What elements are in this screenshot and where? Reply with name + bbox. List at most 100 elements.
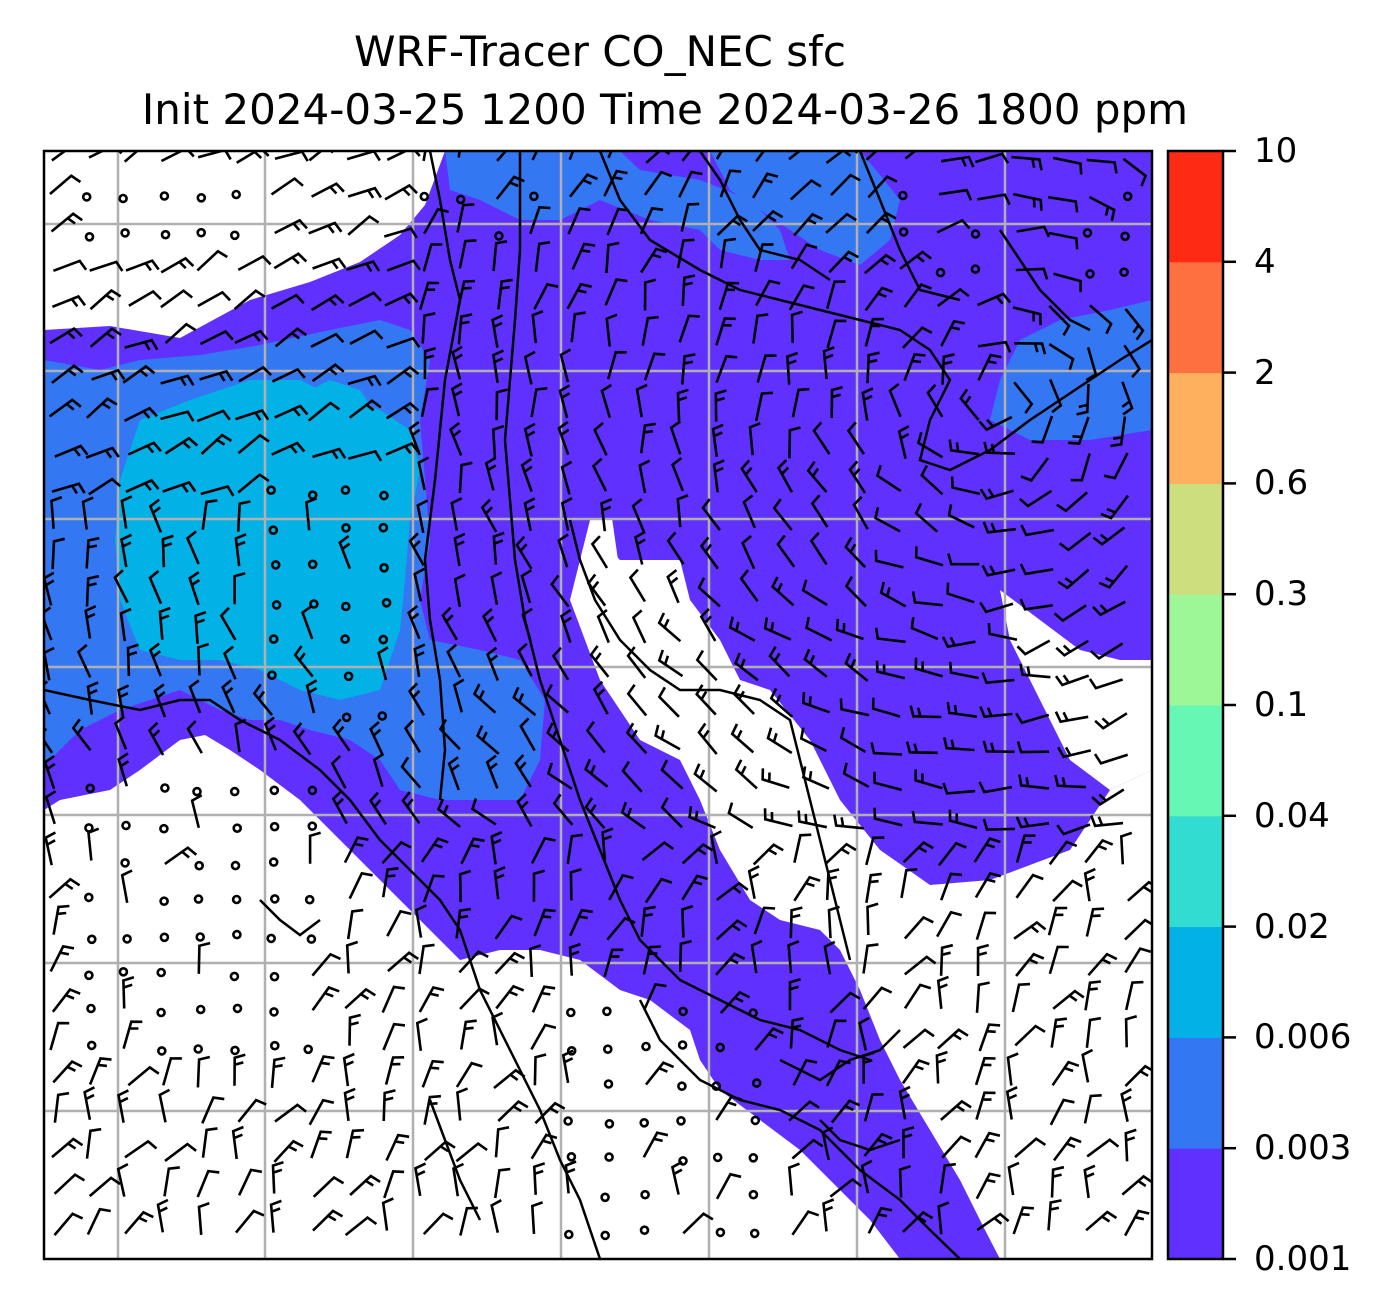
wind-barb (481, 608, 498, 642)
wind-barb (805, 616, 833, 642)
calm-marker (935, 267, 946, 278)
wind-barb (271, 367, 306, 383)
wind-barb (1019, 598, 1053, 611)
wind-barb (422, 1212, 454, 1236)
wind-barb (49, 326, 83, 345)
wind-barb (332, 718, 351, 752)
wind-barb (788, 978, 801, 1011)
calm-marker (677, 1040, 688, 1050)
wind-barb (605, 241, 620, 274)
map-title: WRF-Tracer CO_NEC sfc (354, 27, 846, 76)
wind-barb (470, 798, 497, 826)
wind-barb (51, 151, 84, 162)
wind-barb (763, 617, 792, 641)
wind-barb (44, 606, 53, 641)
wind-barb (939, 943, 954, 976)
map-frame (42, 149, 1154, 1261)
wind-barb (221, 679, 236, 714)
wind-barb (788, 426, 801, 459)
wind-barb (52, 1059, 83, 1084)
calm-marker (307, 785, 318, 796)
wind-barb (1016, 741, 1050, 754)
calm-marker (160, 783, 170, 793)
wind-barb (754, 279, 781, 307)
wind-barb (368, 791, 387, 826)
wind-barb (1085, 907, 1105, 937)
calm-marker (156, 1007, 166, 1018)
wind-barb (770, 576, 795, 607)
wind-barb (1103, 452, 1129, 480)
colorbar-label: 0.006 (1254, 1017, 1352, 1057)
calm-marker (640, 1189, 650, 1200)
wind-barb (901, 326, 933, 349)
wind-barb (497, 278, 513, 310)
wind-barb (386, 365, 420, 385)
calm-marker (192, 786, 202, 797)
wind-barb (940, 1099, 972, 1121)
wind-barb (639, 206, 664, 235)
wind-barb (1048, 945, 1069, 975)
wind-barb (458, 869, 472, 903)
wind-barb (719, 990, 751, 1014)
calm-marker (84, 892, 94, 903)
wind-barb (234, 718, 247, 753)
wind-barb (546, 722, 570, 753)
wind-barb (584, 758, 609, 788)
wind-barb (829, 991, 861, 1014)
wind-barb (343, 1087, 356, 1122)
wind-barb (903, 915, 934, 940)
wind-barb (902, 1126, 915, 1159)
wind-barb (495, 984, 525, 1010)
wind-barb (557, 533, 569, 568)
wind-barb (772, 498, 793, 531)
wind-barb (89, 288, 122, 311)
wind-barb (844, 652, 869, 682)
wind-barb (941, 353, 955, 385)
wind-barb (589, 645, 610, 678)
wind-barb (715, 919, 748, 941)
wind-barb (529, 944, 542, 977)
wind-barb (491, 349, 504, 383)
wind-barb (1124, 980, 1144, 1011)
wind-barb (116, 1162, 129, 1197)
wind-barb (793, 875, 821, 902)
wind-barb (789, 906, 803, 939)
wind-barb (626, 684, 648, 717)
wind-barb (1019, 563, 1054, 576)
wind-barb (727, 802, 754, 830)
wind-barb (761, 768, 790, 789)
wind-barb (946, 701, 978, 718)
wind-barb (113, 715, 128, 750)
wind-barb (85, 574, 100, 607)
wind-barb (422, 874, 445, 903)
wind-barb (603, 169, 628, 197)
calm-marker (270, 560, 281, 570)
wind-barb (776, 534, 796, 568)
calm-marker (343, 671, 354, 682)
wind-barb (348, 1013, 362, 1046)
wind-barb (1018, 774, 1050, 790)
calm-marker (678, 1156, 688, 1166)
wind-barb (693, 763, 718, 793)
calm-marker (118, 193, 128, 204)
wind-barb (697, 577, 721, 608)
calm-marker (678, 1006, 688, 1017)
wind-barb (1006, 1052, 1019, 1086)
calm-marker (120, 858, 130, 868)
colorbar-segment (1168, 372, 1223, 484)
wind-barb (460, 837, 485, 865)
wind-barb (628, 568, 647, 603)
calm-marker (604, 1152, 614, 1162)
wind-barb (233, 1053, 246, 1086)
wind-barb (914, 657, 944, 678)
calm-marker (1120, 231, 1130, 242)
wind-barb (1123, 1209, 1150, 1237)
calm-marker (970, 229, 981, 239)
wind-barb (534, 1101, 566, 1125)
wind-barb (51, 988, 81, 1013)
wind-barb (381, 1197, 394, 1231)
wind-barb (237, 254, 272, 272)
wind-barb (120, 495, 133, 529)
wind-barb (801, 691, 831, 714)
wind-barb (530, 387, 548, 418)
